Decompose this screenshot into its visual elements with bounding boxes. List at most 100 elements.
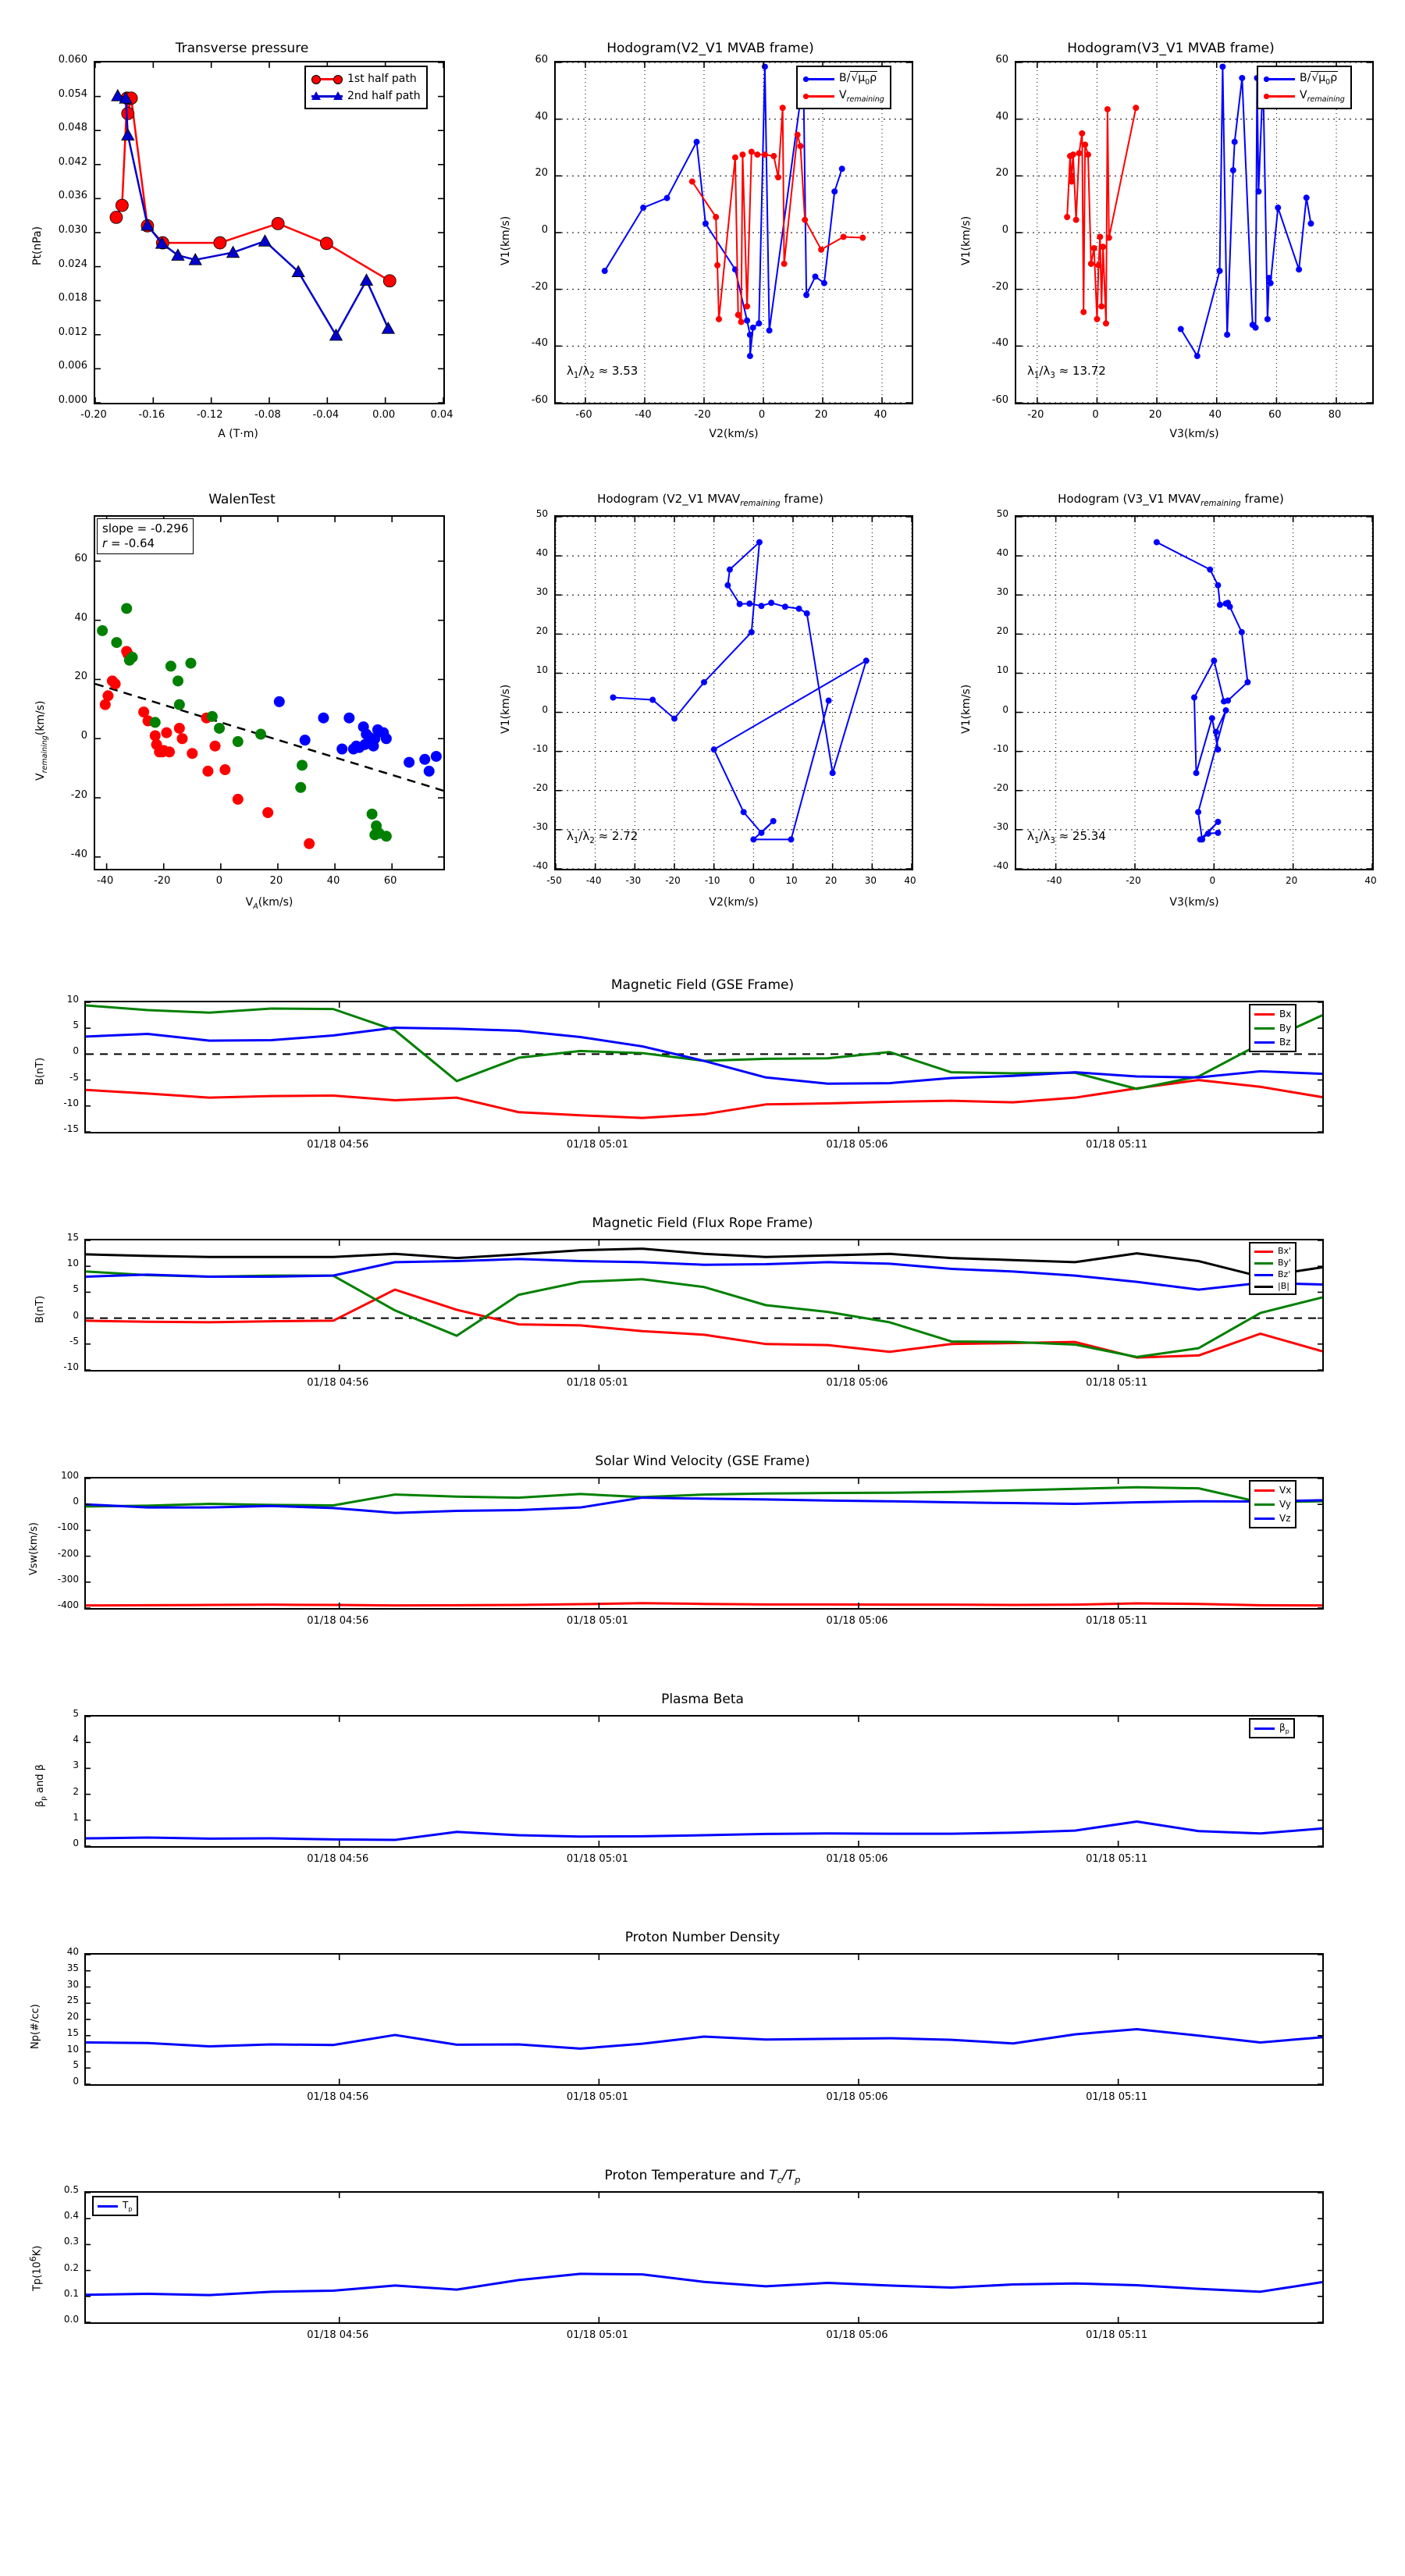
x-axis-label: V2(km/s) [709, 428, 759, 440]
y-tick-label: -60 [531, 394, 548, 406]
legend-label: By [1279, 1023, 1292, 1034]
x-tick-label: -30 [625, 875, 642, 886]
x-tick-label: 01/18 05:06 [826, 2329, 888, 2341]
y-tick-label: -200 [57, 1547, 79, 1559]
legend-item-bz[interactable]: Bz [1254, 1035, 1291, 1049]
y-tick-label: 0.060 [58, 54, 87, 66]
legend-item-v-remaining[interactable]: Vremaining [803, 87, 884, 105]
y-tick-label: 0.000 [58, 394, 87, 406]
legend-label: Bz [1279, 1037, 1291, 1048]
y-tick-label: 40 [535, 110, 548, 123]
y-axis-label: V1(km/s) [500, 215, 512, 265]
y-tick-label: -20 [531, 280, 548, 293]
x-tick-label: 01/18 05:01 [566, 1853, 628, 1865]
x-tick-label: 60 [1268, 409, 1282, 421]
legend-item-bmag[interactable]: |B| [1254, 1280, 1291, 1292]
legend-item-beta-p[interactable]: βp [1254, 1721, 1289, 1735]
y-tick-label: 30 [535, 586, 548, 598]
plot-frame [84, 1477, 1324, 1610]
x-tick-label: 0 [1092, 409, 1099, 421]
y-axis-label: V1(km/s) [960, 684, 973, 734]
legend-key-line-blue [98, 2201, 118, 2211]
legend-hodogram-2[interactable]: B/√μ0ρ Vremaining [1257, 66, 1352, 109]
x-tick-label: 01/18 05:06 [826, 1377, 888, 1389]
legend-b-gse[interactable]: Bx By Bz [1249, 1004, 1297, 1052]
y-axis-label: Vsw(km/s) [28, 1522, 40, 1575]
eigenvalue-ratio-annotation: λ1/λ2 ≈ 3.53 [567, 364, 638, 380]
legend-item-vx[interactable]: Vx [1254, 1483, 1291, 1497]
y-tick-label: 0 [542, 703, 548, 715]
y-tick-label: 0 [73, 1838, 79, 1848]
panel-proton-number-density: Proton Number Density Np(#/cc) 0 5 10 15 20 2… [0, 1920, 1405, 2123]
x-axis-label: VA(km/s) [245, 896, 293, 911]
panel-proton-temperature: Proton Temperature and Tc/Tp Tp Tp(106K)… [0, 2158, 1405, 2377]
legend-key-line-green [1254, 1500, 1275, 1509]
y-tick-label: -20 [70, 789, 87, 802]
legend-item-bx[interactable]: Bx [1254, 1007, 1291, 1021]
legend-item-b-alfven[interactable]: B/√μ0ρ [1264, 70, 1345, 87]
y-tick-label: -20 [991, 280, 1008, 293]
legend-vsw[interactable]: Vx Vy Vz [1249, 1480, 1297, 1528]
y-tick-label: -40 [532, 860, 548, 871]
panel-title: Plasma Beta [661, 1692, 744, 1707]
legend-b-flux-rope[interactable]: Bx' By' Bz' |B| [1249, 1242, 1297, 1295]
y-tick-label: 15 [66, 1232, 79, 1243]
legend-label: By' [1278, 1258, 1292, 1268]
y-tick-label: 35 [66, 1962, 79, 1973]
y-tick-label: -20 [532, 781, 548, 793]
y-tick-label: 5 [73, 1283, 79, 1295]
legend-item-byp[interactable]: By' [1254, 1257, 1291, 1268]
x-axis-label: V3(km/s) [1169, 896, 1219, 909]
legend-item-vy[interactable]: Vy [1254, 1497, 1291, 1511]
x-axis-label: V2(km/s) [709, 896, 759, 909]
x-tick-label: -40 [585, 875, 602, 886]
legend-item-bxp[interactable]: Bx' [1254, 1245, 1291, 1257]
y-tick-label: 10 [996, 664, 1008, 676]
fit-stats-box: slope = -0.296 r = -0.64 [97, 518, 194, 554]
legend-key-triangle-blue [311, 91, 343, 101]
legend-item-by[interactable]: By [1254, 1021, 1291, 1035]
y-tick-label: -10 [532, 742, 548, 754]
x-tick-label: -20 [154, 875, 171, 887]
y-tick-label: 10 [66, 994, 79, 1005]
legend-tp[interactable]: Tp [92, 2196, 138, 2216]
y-tick-label: -5 [69, 1335, 79, 1347]
panel-title: Solar Wind Velocity (GSE Frame) [595, 1453, 810, 1469]
x-axis-label: V3(km/s) [1169, 428, 1219, 440]
legend-plasma-beta[interactable]: βp [1249, 1718, 1295, 1738]
y-tick-label: 60 [535, 54, 548, 66]
x-tick-label: 40 [873, 409, 887, 421]
x-tick-label: -50 [546, 875, 562, 886]
legend-item-b-alfven[interactable]: B/√μ0ρ [803, 70, 884, 87]
legend-key-line-blue [1254, 1037, 1275, 1047]
panel-hodogram-v2v1-mvavr: Hodogram (V2_V1 MVAVremaining frame) λ1/… [468, 468, 937, 921]
legend-item-bzp[interactable]: Bz' [1254, 1268, 1291, 1280]
panel-magnetic-field-gse: Magnetic Field (GSE Frame) Bx By Bz B(nT… [0, 968, 1405, 1171]
plot-area [1016, 516, 1373, 870]
x-tick-label: 40 [1364, 875, 1377, 886]
legend-item-2nd-half[interactable]: 2nd half path [311, 87, 421, 105]
legend-item-tp[interactable]: Tp [98, 2199, 133, 2213]
x-tick-label: -40 [1046, 875, 1062, 886]
panel-magnetic-field-flux-rope: Magnetic Field (Flux Rope Frame) Bx' By'… [0, 1206, 1405, 1409]
y-tick-label: -40 [70, 848, 87, 860]
panel-hodogram-v3v1-mvab: Hodogram(V3_V1 MVAB frame) B/√μ0ρ Vremai… [937, 0, 1405, 453]
legend-item-vz[interactable]: Vz [1254, 1511, 1291, 1525]
legend-item-v-remaining[interactable]: Vremaining [1264, 87, 1345, 105]
x-tick-label: 01/18 04:56 [307, 1139, 369, 1151]
legend-label: Bz' [1278, 1269, 1291, 1279]
x-tick-label: 01/18 04:56 [307, 1615, 369, 1627]
y-tick-label: -5 [69, 1071, 79, 1083]
y-tick-label: -400 [57, 1599, 79, 1610]
legend-key-line-green [1254, 1258, 1273, 1268]
legend-hodogram-1[interactable]: B/√μ0ρ Vremaining [796, 66, 891, 109]
x-tick-label: -20 [1126, 875, 1141, 886]
y-tick-label: 50 [535, 508, 548, 519]
legend-transverse-pressure[interactable]: 1st half path 2nd half path [304, 66, 428, 109]
legend-key-line-blue [1264, 74, 1295, 84]
legend-item-1st-half[interactable]: 1st half path [311, 70, 421, 87]
x-tick-label: -10 [704, 875, 720, 886]
plot-frame [84, 1953, 1324, 2086]
x-tick-label: 10 [785, 875, 798, 886]
legend-label: Vz [1279, 1513, 1291, 1524]
